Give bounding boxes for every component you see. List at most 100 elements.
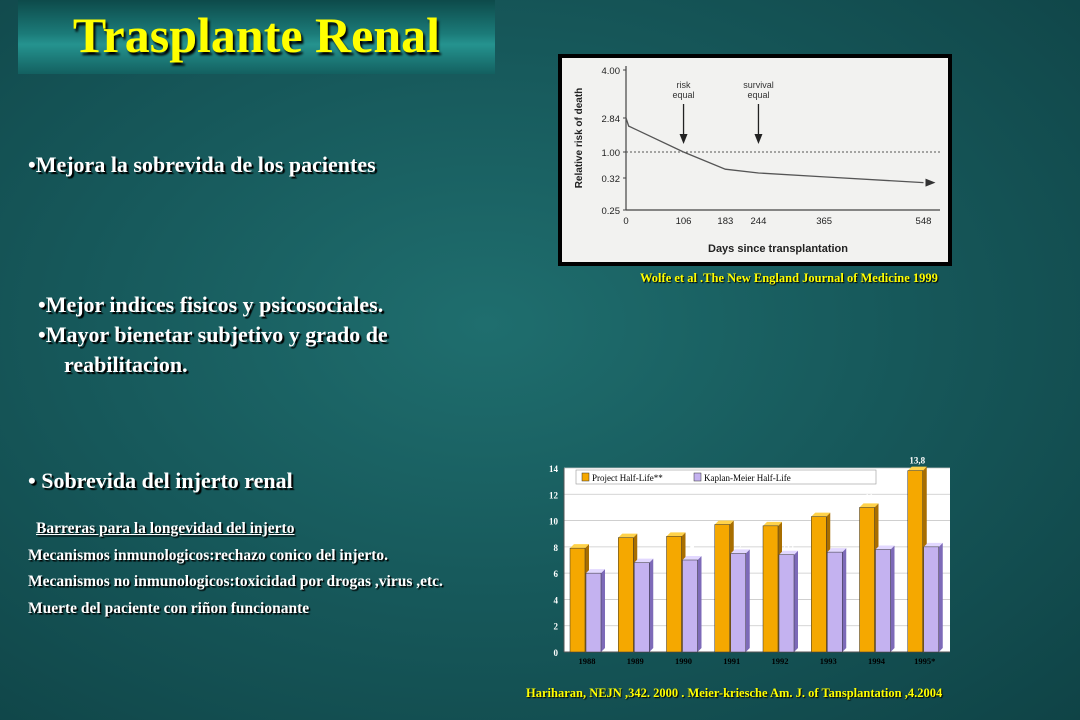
barriers-heading: Barreras para la longevidad del injerto	[36, 520, 295, 537]
legend-box	[575, 469, 877, 485]
bar-value-label: 10,3	[813, 502, 829, 512]
y-tick-label: 6	[554, 569, 559, 579]
y-tick-label: 4.00	[602, 66, 621, 77]
bar-side	[890, 545, 895, 652]
bar-value-label: 6	[593, 558, 598, 568]
graft-half-life-chart: 0 2 4 6 8 10 12 14 7,9 6 1988 8,7 6,8 1989 8,8 7 1990 9,7…	[549, 456, 950, 666]
y-tick-label: 14	[549, 464, 559, 474]
bar-project-half-life	[907, 470, 923, 653]
bar-side	[649, 558, 654, 652]
bullet-quality-of-life: •Mejor indices fisicos y psicosociales. …	[38, 290, 508, 380]
bullet-graft-survival: • Sobrevida del injerto renal	[28, 468, 293, 493]
barrier-item: Mecanismos no inmunologicos:toxicidad po…	[28, 573, 443, 590]
legend: Project Half-Life** Kaplan-Meier Half-Lif…	[575, 469, 877, 485]
annotation-label: survival	[743, 80, 774, 90]
bar-kaplan-meier	[730, 553, 746, 653]
bar-value-label: 8,8	[670, 521, 682, 531]
y-tick-label: 8	[554, 543, 559, 553]
x-axis-label: Days since transplantation	[708, 243, 848, 255]
bullet-wellbeing: •Mayor bienetar subjetivo y grado de	[38, 322, 388, 347]
bar-value-label: 7,8	[879, 534, 891, 544]
bar-top	[779, 550, 798, 555]
annotation-label: equal	[747, 90, 769, 100]
slide-title: Trasplante Renal	[72, 7, 441, 63]
x-tick-label: 548	[916, 216, 932, 227]
bar-value-label: 7,9	[574, 533, 586, 543]
x-tick-label: 1990	[675, 656, 692, 666]
annotation-label: equal	[673, 90, 695, 100]
y-tick-label: 4	[554, 595, 559, 605]
x-tick-label: 1992	[772, 656, 789, 666]
citation-hariharan: Hariharan, NEJN ,342. 2000 . Meier-kries…	[526, 686, 943, 700]
title-banner: Trasplante Renal	[18, 0, 495, 74]
y-tick-label: 10	[549, 517, 559, 527]
annotation-arrowhead	[754, 134, 763, 144]
bar-value-label: 11	[865, 492, 874, 502]
bar-kaplan-meier	[585, 572, 602, 653]
bar-top	[763, 521, 782, 526]
bar-top	[570, 544, 589, 549]
bar-value-label: 7,6	[831, 537, 843, 547]
bar-value-label: 6,8	[638, 548, 650, 558]
bar-top	[730, 549, 750, 554]
bar-top	[827, 548, 847, 553]
bar-top	[923, 542, 943, 547]
bar-kaplan-meier	[778, 554, 795, 653]
bar-kaplan-meier	[923, 546, 939, 653]
x-tick-label: 183	[717, 216, 733, 227]
x-tick-label: 1993	[820, 656, 837, 666]
bar-top	[634, 558, 654, 563]
bar-value-label: 7,5	[735, 538, 747, 548]
bar-value-label: 9,6	[767, 511, 779, 521]
y-tick-label: 2.84	[602, 114, 621, 125]
barrier-item: Muerte del paciente con riñon funcionant…	[28, 599, 310, 617]
y-tick-label: 0.32	[602, 174, 621, 185]
bar-project-half-life	[811, 516, 827, 653]
bar-side	[794, 550, 798, 652]
x-tick-label: 1994	[868, 656, 886, 666]
y-tick-label: 0	[554, 648, 559, 658]
curve-arrowhead	[925, 178, 936, 187]
bullet-wellbeing-cont: reabilitacion.	[64, 352, 188, 377]
bullet-physical-indices: •Mejor indices fisicos y psicosociales.	[38, 292, 384, 317]
bar-side	[745, 549, 750, 652]
annotation-arrowhead	[679, 134, 688, 144]
bar-project-half-life	[666, 536, 682, 653]
bar-value-label: 13,8	[909, 456, 925, 466]
citation-wolfe: Wolfe et al .The New England Journal of …	[640, 271, 938, 285]
bar-value-label: 8	[931, 532, 936, 542]
x-tick-label: 1989	[627, 656, 644, 666]
barrier-item: Mecanismos inmunologicos:rechazo conico …	[28, 546, 389, 564]
y-axis-label: Relative risk of death	[574, 88, 585, 189]
bar-value-label: 7,4	[783, 540, 795, 550]
x-tick-label: 106	[676, 216, 692, 227]
risk-curve	[625, 117, 924, 184]
bar-project-half-life	[569, 547, 586, 653]
bar-kaplan-meier	[634, 562, 650, 653]
legend-label: Kaplan-Meier Half-Life	[704, 473, 791, 483]
bar-top	[586, 569, 605, 574]
legend-swatch	[693, 472, 702, 482]
x-tick-label: 1995*	[914, 656, 935, 666]
x-tick-label: 1988	[579, 656, 596, 666]
bullet-survival: •Mejora la sobrevida de los pacientes	[28, 152, 376, 177]
bar-side	[938, 542, 943, 652]
y-tick-label: 1.00	[602, 148, 621, 159]
barriers-list: Barreras para la longevidad del injerto …	[28, 516, 443, 622]
bar-value-label: 8,7	[622, 523, 634, 533]
bar-project-half-life	[762, 525, 779, 653]
bar-side	[697, 556, 702, 652]
bar-value-label: 7	[690, 545, 695, 555]
bar-project-half-life	[618, 537, 634, 653]
bar-value-label: 9,7	[719, 510, 731, 520]
bar-top	[714, 520, 734, 525]
y-tick-label: 12	[549, 490, 559, 500]
annotation-label: risk	[677, 80, 691, 90]
bar-kaplan-meier	[682, 559, 698, 653]
y-tick-label: 0.25	[602, 206, 621, 217]
risk-of-death-chart: 4.00 2.84 1.00 0.32 0.250 106 183 244 365 548 Rela…	[562, 58, 948, 262]
bar-top	[875, 545, 895, 550]
x-tick-label: 1991	[723, 656, 740, 666]
bar-kaplan-meier	[827, 551, 843, 653]
x-tick-label: 365	[816, 216, 832, 227]
